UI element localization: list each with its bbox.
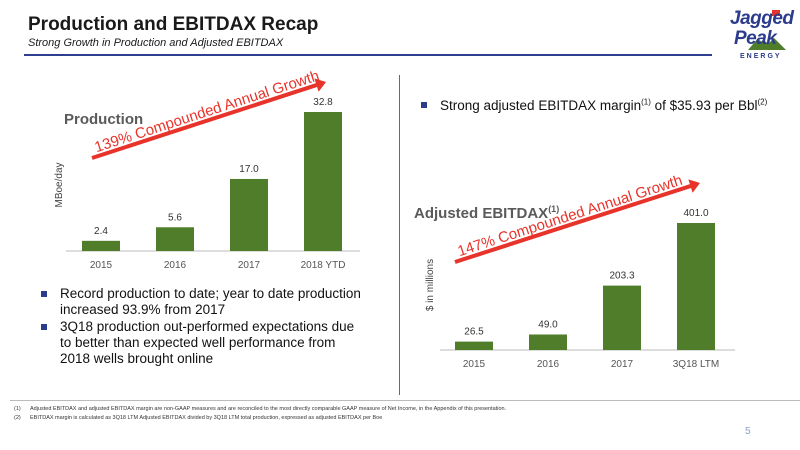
x-tick-label: 2015 — [90, 260, 113, 271]
y-axis-label: MBoe/day — [54, 162, 65, 207]
x-tick-label: 2017 — [611, 359, 634, 370]
y-axis-label: $ in millions — [425, 259, 436, 311]
logo-text-line2: Peak — [734, 28, 777, 49]
bottom-rule — [10, 400, 800, 401]
page-title: Production and EBITDAX Recap — [28, 14, 319, 35]
growth-arrow-shape — [454, 179, 701, 264]
data-label: 203.3 — [609, 271, 634, 282]
production-bullets: Record production to date; year to date … — [38, 286, 368, 368]
bar — [156, 227, 194, 251]
footnote-mark: (1) — [14, 406, 21, 412]
x-tick-label: 3Q18 LTM — [673, 359, 720, 370]
chart-title-text: Adjusted EBITDAX — [414, 205, 548, 222]
data-label: 26.5 — [464, 327, 484, 338]
bullet-square-icon — [41, 291, 47, 297]
logo-text-line3: ENERGY — [740, 53, 782, 60]
bar — [529, 334, 567, 350]
footnote-ref-1: (1) — [641, 97, 651, 106]
growth-arrow-shape — [91, 78, 326, 160]
bar — [455, 341, 493, 350]
bar — [304, 112, 342, 251]
footnote-text: EBITDAX margin is calculated as 3Q18 LTM… — [30, 415, 383, 421]
x-tick-label: 2015 — [463, 359, 486, 370]
logo-text-line1: Jagged — [730, 8, 794, 29]
data-label: 17.0 — [239, 164, 259, 175]
footnote-mark: (2) — [14, 415, 21, 421]
bar — [82, 240, 120, 251]
data-label: 49.0 — [538, 319, 558, 330]
chart-title: Production — [64, 111, 143, 128]
data-label: 32.8 — [313, 97, 333, 108]
bar — [677, 223, 715, 350]
bullet-text: Record production to date; year to date … — [60, 286, 361, 317]
page-subtitle: Strong Growth in Production and Adjusted… — [28, 37, 284, 49]
data-label: 401.0 — [683, 208, 708, 219]
data-label: 5.6 — [168, 212, 182, 223]
mountain-logo-icon — [748, 10, 786, 50]
bullet-text: 3Q18 production out-performed expectatio… — [60, 319, 355, 366]
footnotes: (1) Adjusted EBITDAX and adjusted EBITDAX… — [14, 405, 506, 423]
x-tick-label: 2017 — [238, 260, 261, 271]
bullet-item: 3Q18 production out-performed expectatio… — [38, 319, 368, 367]
chart-title-text: Production — [64, 111, 143, 128]
panel-divider — [399, 75, 400, 395]
footnote: (1) Adjusted EBITDAX and adjusted EBITDAX… — [14, 405, 506, 414]
company-logo: Jagged Peak ENERGY — [712, 6, 794, 72]
x-tick-label: 2016 — [164, 260, 187, 271]
data-label: 2.4 — [94, 226, 108, 237]
ebitdax-margin-bullet: Strong adjusted EBITDAX margin(1) of $35… — [418, 97, 767, 113]
x-tick-label: 2016 — [537, 359, 560, 370]
footnote-ref-2: (2) — [757, 97, 768, 106]
footnote-text: Adjusted EBITDAX and adjusted EBITDAX ma… — [30, 406, 507, 412]
bullet-text-pre: Strong adjusted EBITDAX margin — [440, 97, 642, 113]
x-tick-label: 2018 YTD — [301, 260, 346, 271]
bar — [230, 178, 268, 251]
title-rule — [24, 54, 712, 56]
page-number: 5 — [745, 426, 751, 437]
bullet-square-icon — [41, 324, 47, 330]
chart-title: Adjusted EBITDAX(1) — [414, 204, 559, 222]
bullet-item: Record production to date; year to date … — [38, 286, 368, 318]
bar — [603, 285, 641, 350]
bullet-text-mid: of $35.93 per Bbl — [650, 97, 758, 113]
footnote: (2) EBITDAX margin is calculated as 3Q18 … — [14, 414, 506, 423]
bullet-square-icon — [421, 102, 427, 108]
chart-title-footnote: (1) — [548, 204, 559, 214]
